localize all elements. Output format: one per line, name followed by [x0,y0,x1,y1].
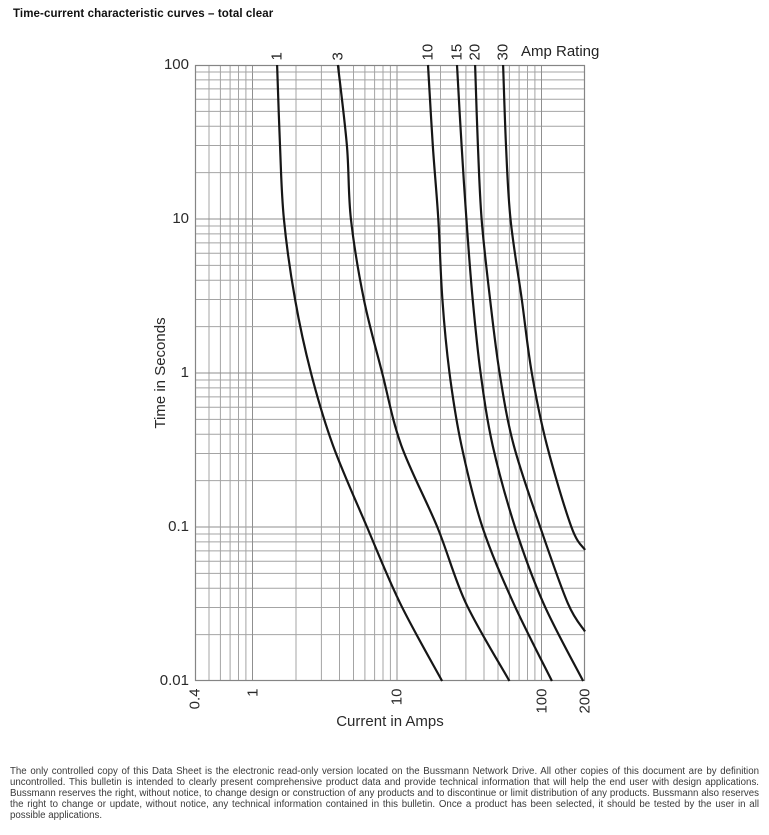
curves [276,64,586,682]
footer-disclaimer: The only controlled copy of this Data Sh… [10,765,759,821]
y-tick-label: 1 [180,364,189,381]
plot-area [194,64,586,682]
page-title: Time-current characteristic curves – tot… [13,8,274,20]
curve-label-10-amp: 10 [419,43,437,61]
curve-30-amp [502,64,586,551]
curve-15-amp [455,64,585,682]
x-axis-title: Current in Amps [336,713,444,730]
curve-label-15-amp: 15 [448,43,466,61]
legend-title: Amp Rating [521,43,600,60]
y-axis-title: Time in Seconds [152,317,169,429]
curve-label-1-amp: 1 [268,52,286,61]
y-tick-label: 10 [172,210,189,227]
curve-3-amp [336,64,511,682]
y-tick-label: 0.01 [159,672,189,689]
y-tick-label: 0.1 [168,518,189,535]
curve-label-30-amp: 30 [494,43,512,61]
curve-1-amp [276,64,444,682]
curve-20-amp [474,64,586,633]
y-tick-label: 100 [163,56,189,73]
plot-frame [194,64,586,682]
curve-10-amp [426,64,553,682]
grid-lines [195,65,585,681]
curve-label-20-amp: 20 [466,43,484,61]
curve-label-3-amp: 3 [329,52,347,61]
